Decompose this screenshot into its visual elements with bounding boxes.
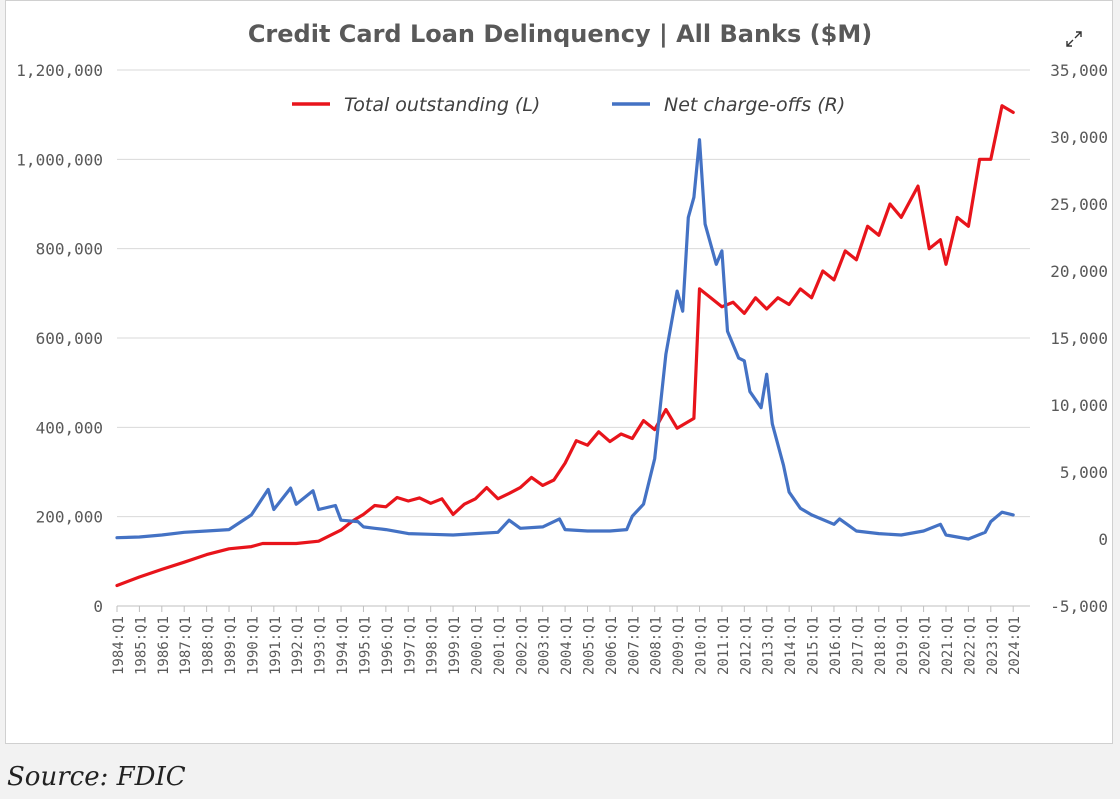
x-tick-label: 1997:Q1 — [402, 616, 418, 675]
x-tick-label: 2020:Q1 — [918, 616, 934, 675]
x-tick-label: 1991:Q1 — [268, 616, 284, 675]
y-left-tick-label: 200,000 — [36, 508, 103, 527]
expand-icon[interactable] — [1063, 28, 1085, 50]
y-right-tick-label: 0 — [1098, 530, 1108, 549]
chart: 0 200,000 400,000 600,000 800,000 1,000,000 1,… — [16, 20, 1108, 675]
x-tick-label: 2016:Q1 — [828, 616, 844, 675]
chart-frame — [5, 0, 1113, 744]
y-right-tick-label: 10,000 — [1050, 396, 1108, 415]
x-tick-label: 1992:Q1 — [290, 616, 306, 675]
x-tick-label: 1985:Q1 — [133, 616, 149, 675]
x-tick-label: 1995:Q1 — [357, 616, 373, 675]
y-left-tick-label: 1,200,000 — [16, 61, 103, 80]
x-tick-label: 1987:Q1 — [178, 616, 194, 675]
x-tick-label: 2006:Q1 — [604, 616, 620, 675]
x-tick-label: 2013:Q1 — [761, 616, 777, 675]
x-tick-label: 2008:Q1 — [649, 616, 665, 675]
y-left-tick-label: 400,000 — [36, 418, 103, 437]
y-right-tick-label: 15,000 — [1050, 329, 1108, 348]
y-right-tick-label: 30,000 — [1050, 128, 1108, 147]
x-tick-label: 2021:Q1 — [940, 616, 956, 675]
x-tick-label: 2017:Q1 — [850, 616, 866, 675]
x-tick-label: 2000:Q1 — [469, 616, 485, 675]
x-tick-label: 2012:Q1 — [738, 616, 754, 675]
source-caption: Source: FDIC — [7, 762, 186, 792]
x-tick-label: 2022:Q1 — [962, 616, 978, 675]
y-right-tick-label: 25,000 — [1050, 195, 1108, 214]
series-line-net-charge-offs — [115, 138, 1015, 541]
x-tick-label: 2004:Q1 — [559, 616, 575, 675]
y-left-tick-label: 0 — [93, 597, 103, 616]
x-tick-label: 1989:Q1 — [223, 616, 239, 675]
x-tick-label: 2001:Q1 — [492, 616, 508, 675]
x-tick-label: 2014:Q1 — [783, 616, 799, 675]
x-tick-label: 2003:Q1 — [537, 616, 553, 675]
x-tick-label: 1988:Q1 — [201, 616, 217, 675]
x-tick-label: 1994:Q1 — [335, 616, 351, 675]
x-tick-label: 2019:Q1 — [895, 616, 911, 675]
x-tick-label: 2007:Q1 — [626, 616, 642, 675]
series-line-total-outstanding — [115, 104, 1015, 588]
x-tick-label: 2002:Q1 — [514, 616, 530, 675]
x-tick-label: 1993:Q1 — [313, 616, 329, 675]
legend-label-net-charge-offs: Net charge-offs (R) — [664, 94, 845, 116]
x-tick-label: 2011:Q1 — [716, 616, 732, 675]
y-right-tick-label: -5,000 — [1050, 597, 1108, 616]
gridlines — [117, 69, 1030, 518]
y-right-tick-label: 35,000 — [1050, 61, 1108, 80]
x-tick-label: 2023:Q1 — [985, 616, 1001, 675]
axes: 0 200,000 400,000 600,000 800,000 1,000,000 1,… — [16, 61, 1108, 675]
y-left-tick-label: 1,000,000 — [16, 150, 103, 169]
x-tick-label: 2024:Q1 — [1007, 616, 1023, 675]
y-left-tick-label: 600,000 — [36, 329, 103, 348]
x-tick-label: 1986:Q1 — [156, 616, 172, 675]
x-tick-label: 1999:Q1 — [447, 616, 463, 675]
x-tick-label: 2010:Q1 — [694, 616, 710, 675]
legend-label-total-outstanding: Total outstanding (L) — [344, 94, 540, 116]
x-tick-label: 1990:Q1 — [245, 616, 261, 675]
y-left-tick-label: 800,000 — [36, 240, 103, 259]
series — [115, 104, 1015, 588]
y-right-tick-label: 20,000 — [1050, 262, 1108, 281]
y-right-tick-label: 5,000 — [1060, 463, 1108, 482]
x-tick-label: 2015:Q1 — [806, 616, 822, 675]
legend: Total outstanding (L) Net charge-offs (R… — [292, 94, 845, 116]
x-tick-label: 1984:Q1 — [111, 616, 127, 675]
x-tick-label: 1996:Q1 — [380, 616, 396, 675]
x-tick-label: 2018:Q1 — [873, 616, 889, 675]
x-tick-label: 2005:Q1 — [582, 616, 598, 675]
x-tick-label: 2009:Q1 — [671, 616, 687, 675]
chart-title: Credit Card Loan Delinquency | All Banks… — [248, 20, 872, 48]
x-tick-label: 1998:Q1 — [425, 616, 441, 675]
